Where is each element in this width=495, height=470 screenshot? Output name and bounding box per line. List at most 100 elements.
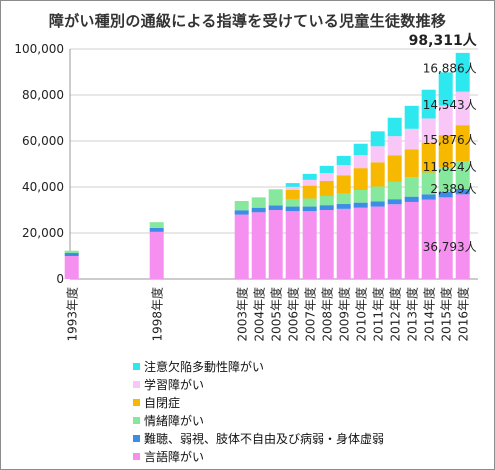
bar-segment [234,214,249,279]
bar-segment [387,204,402,279]
x-tick-label: 1993年度 [65,287,80,342]
bar-segment [387,181,402,200]
bar-segment [404,177,419,197]
data-label: 15,876人 [423,133,477,147]
bar-segment [404,196,419,202]
data-label: 14,543人 [423,98,477,112]
bar-segment [336,165,351,176]
bar-segment [455,91,470,126]
legend-swatch [133,417,140,424]
bar-segment [319,173,334,182]
x-tick-label: 2007年度 [303,287,318,342]
bar-segment [302,206,317,212]
x-tick-label: 2013年度 [405,287,420,342]
bar-segment [251,212,266,279]
bar-segment [370,201,385,207]
data-label: 16,886人 [423,61,477,75]
bar-segment [353,207,368,279]
x-tick-label: 2005年度 [269,287,284,342]
bar-segment [302,198,317,207]
bar-segment [268,205,283,210]
bar-segment [370,131,385,147]
bar-segment [404,105,419,129]
bar-segment [251,207,266,213]
bar-segment [302,179,317,186]
legend-swatch [133,453,140,460]
legend-label: 注意欠陥多動性障がい [144,360,265,374]
bar-segment [149,227,164,232]
bar-segment [285,198,300,207]
bar-segment [455,188,470,195]
bar-segment [438,105,453,136]
bar-segment [404,149,419,178]
x-tick-label: 1998年度 [150,287,165,342]
data-label: 2,389人 [430,182,476,196]
bar-segment [64,253,79,256]
bar-segment [319,210,334,279]
x-tick-label: 2008年度 [320,287,335,342]
x-tick-label: 2009年度 [337,287,352,342]
legend-swatch [133,381,140,388]
bar-segment [438,72,453,106]
bar-segment [370,146,385,163]
bar-segment [438,135,453,168]
x-tick-label: 2004年度 [252,287,267,342]
x-tick-label: 2014年度 [422,287,437,342]
bar-segment [387,117,402,137]
bar-segment [285,186,300,190]
bar-segment [302,211,317,279]
bar-segment [149,231,164,279]
x-tick-label: 2011年度 [371,287,386,342]
y-tick-label: 100,000 [14,42,64,56]
bar-segment [353,143,368,156]
bar-segment [421,199,436,279]
x-tick-label: 2006年度 [286,287,301,342]
y-tick-label: 0 [56,272,64,286]
bar-segment [353,189,368,203]
bar-segment [421,172,436,195]
bar-segment [336,208,351,279]
bar-segment [319,195,334,206]
x-tick-label: 2016年度 [456,287,471,342]
y-tick-label: 20,000 [22,226,64,240]
bar-segment [234,201,249,211]
x-tick-label: 2015年度 [439,287,454,342]
bar-segment [302,173,317,180]
legend-label: 学習障がい [144,378,205,392]
bar-segment [438,167,453,192]
bar-segment [336,175,351,194]
bar-segment [336,193,351,205]
x-tick-label: 2003年度 [235,287,250,342]
bar-segment [455,52,470,92]
bar-segment [438,197,453,279]
bar-segment [421,194,436,200]
data-label: 36,793人 [423,240,477,254]
bar-segment [336,155,351,166]
bar-segment [404,201,419,279]
bar-segment [285,183,300,187]
bar-segment [336,204,351,209]
bar-segment [370,186,385,202]
legend-swatch [133,399,140,406]
y-tick-label: 80,000 [22,88,64,102]
bar-segment [370,206,385,279]
bar-segment [387,136,402,156]
legend-label: 難聴、弱視、肢体不自由及び病弱・身体虚弱 [144,432,385,446]
bar-segment [387,155,402,182]
bar-segment [268,189,283,206]
bar-segment [421,118,436,143]
bar-segment [421,89,436,119]
x-tick-label: 2010年度 [354,287,369,342]
legend-label: 情緒障がい [144,414,205,428]
bar-segment [438,191,453,198]
bar-segment [268,210,283,279]
legend-swatch [133,435,140,442]
legend-label: 言語障がい [144,450,205,464]
bar-segment [370,162,385,187]
bar-segment [285,206,300,212]
y-tick-label: 60,000 [22,134,64,148]
bar-segment [455,125,470,162]
y-tick-label: 40,000 [22,180,64,194]
bar-segment [251,197,266,208]
